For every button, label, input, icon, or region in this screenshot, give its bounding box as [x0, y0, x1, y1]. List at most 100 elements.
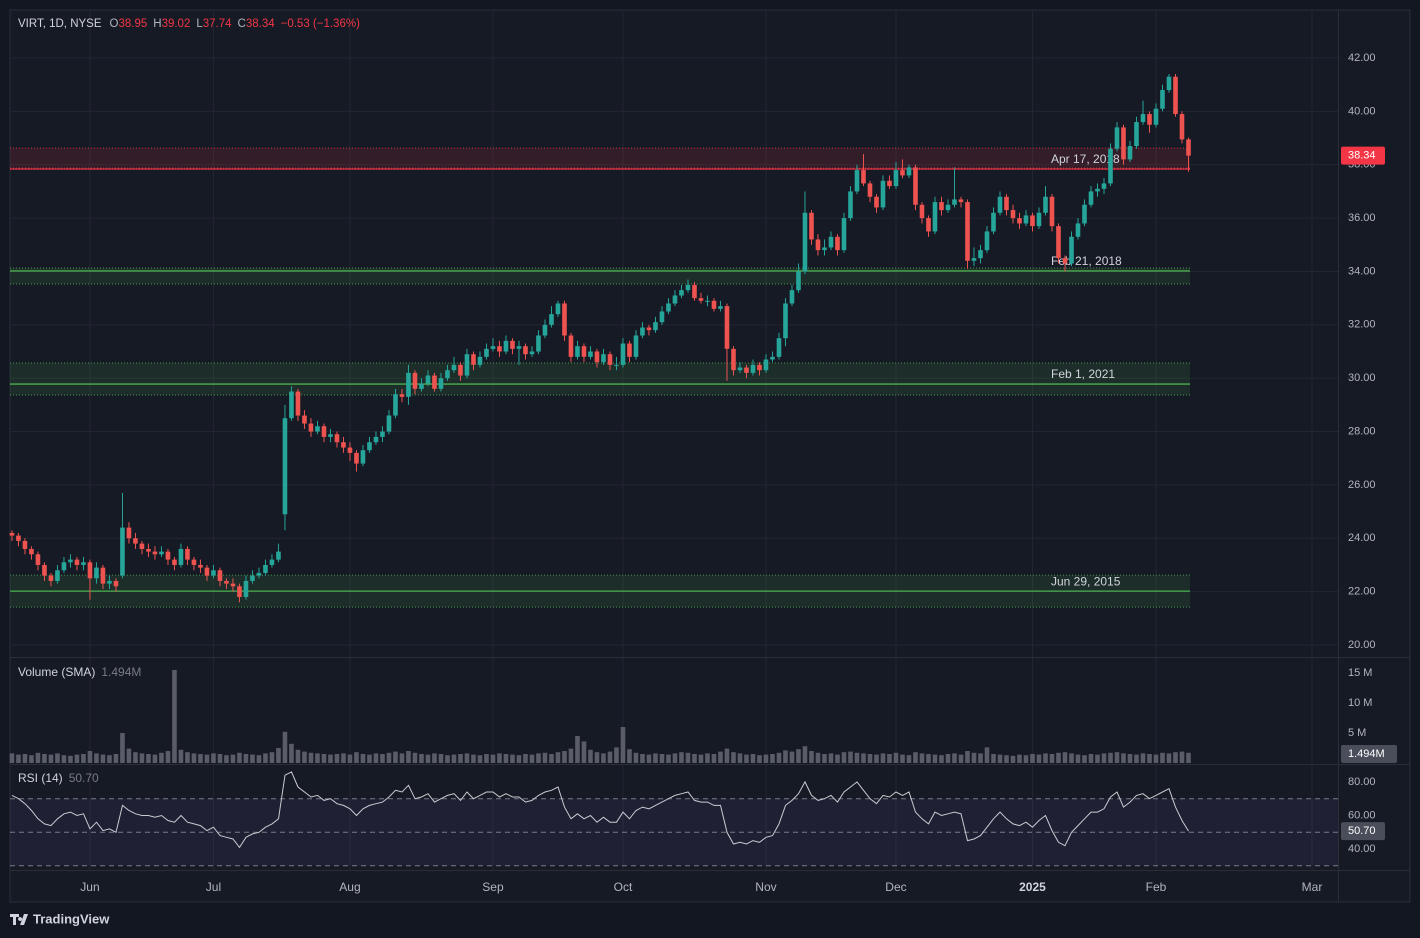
candle-body — [958, 199, 964, 203]
volume-bar — [523, 754, 528, 763]
candle-body — [633, 335, 639, 357]
volume-bar — [315, 753, 320, 763]
candle-body — [133, 538, 138, 544]
volume-bar — [133, 752, 138, 763]
candle-body — [185, 548, 190, 560]
candle-body — [601, 354, 606, 363]
volume-bar — [633, 752, 639, 763]
volume-bar — [893, 752, 899, 763]
volume-bar — [87, 751, 93, 763]
candle-body — [770, 356, 775, 360]
volume-bar — [698, 754, 704, 763]
candle-body — [718, 306, 723, 309]
candle-body — [68, 559, 73, 563]
candle-body — [1017, 218, 1022, 224]
volume-bar — [503, 754, 509, 763]
volume-bar — [48, 754, 54, 763]
candle-body — [737, 367, 743, 371]
candle-body — [1147, 114, 1152, 125]
volume-bar — [516, 755, 522, 763]
candle-body — [984, 231, 990, 251]
candle-body — [360, 450, 366, 464]
volume-bar — [724, 748, 730, 763]
rsi-line — [11, 771, 1189, 849]
candle-body — [757, 364, 762, 371]
candle-body — [666, 303, 671, 312]
y-tick-label: 15 M — [1348, 667, 1372, 679]
volume-bar — [737, 753, 743, 763]
change: −0.53 (−1.36%) — [281, 18, 360, 30]
y-tick-label: 24.00 — [1348, 532, 1376, 544]
candle-body — [1186, 139, 1191, 156]
volume-bar — [900, 754, 905, 763]
volume-bar — [679, 752, 684, 763]
low-label: L — [196, 18, 203, 30]
x-tick-label: Feb — [1146, 880, 1167, 894]
candle-body — [828, 236, 834, 248]
candle-body — [1140, 114, 1146, 123]
candle-body — [42, 564, 47, 576]
volume-bar — [458, 754, 463, 763]
candle-body — [919, 204, 925, 219]
rsi-title: RSI (14) 50.70 — [18, 771, 99, 785]
volume-bar — [880, 753, 886, 763]
volume-bar — [932, 754, 938, 763]
candle-body — [562, 303, 567, 336]
y-tick-label: 5 M — [1348, 727, 1366, 739]
candle-body — [22, 540, 28, 549]
volume-bar — [913, 752, 918, 763]
candle-body — [893, 170, 899, 187]
volume-bar — [341, 753, 346, 763]
candle-body — [256, 572, 262, 576]
volume-name: Volume (SMA) — [18, 665, 95, 679]
volume-bar — [419, 754, 424, 763]
candle-body — [653, 322, 658, 331]
volume-bar — [672, 753, 678, 763]
candle-body — [165, 551, 171, 560]
volume-bar — [217, 754, 223, 763]
sma-tag — [1341, 745, 1397, 764]
volume-bar — [302, 751, 307, 763]
candle-body — [198, 564, 203, 568]
volume-bar — [204, 754, 210, 763]
volume-bar — [328, 754, 333, 763]
volume-bar — [120, 733, 125, 763]
volume-bar — [620, 727, 626, 763]
candle-body — [321, 426, 327, 437]
y-tick-label: 36.00 — [1348, 212, 1376, 224]
chart-frame — [9, 9, 1411, 903]
volume-bar — [354, 752, 359, 763]
candle-body — [549, 314, 554, 325]
volume-bar — [750, 754, 756, 763]
candle-body — [94, 567, 99, 579]
volume-bar — [731, 752, 736, 763]
volume-bar — [367, 754, 372, 763]
candle-body — [172, 559, 177, 565]
volume-bar — [295, 749, 301, 763]
volume-bar — [919, 753, 925, 763]
volume-bar — [1173, 752, 1178, 763]
candle-body — [692, 284, 697, 299]
volume-bar — [230, 754, 236, 763]
candle-body — [217, 570, 223, 581]
candle-body — [393, 394, 398, 416]
x-tick-label: Oct — [614, 880, 633, 894]
candle-body — [1010, 210, 1016, 219]
y-tick-label: 10 M — [1348, 697, 1372, 709]
rsi-tag-label: 50.70 — [1348, 825, 1376, 837]
candle-body — [432, 375, 437, 389]
volume-bar — [965, 751, 970, 763]
volume-bar — [16, 754, 21, 763]
y-tick-label: 26.00 — [1348, 479, 1376, 491]
volume-bar — [828, 753, 834, 763]
volume-bar — [22, 754, 28, 763]
volume-bar — [191, 753, 197, 763]
candle-body — [971, 258, 977, 261]
x-tick-label: Mar — [1302, 880, 1323, 894]
candle-body — [152, 551, 158, 555]
candle-body — [425, 375, 431, 384]
volume-bar — [1134, 754, 1139, 763]
candle-body — [1069, 236, 1074, 264]
candle-body — [945, 204, 951, 211]
